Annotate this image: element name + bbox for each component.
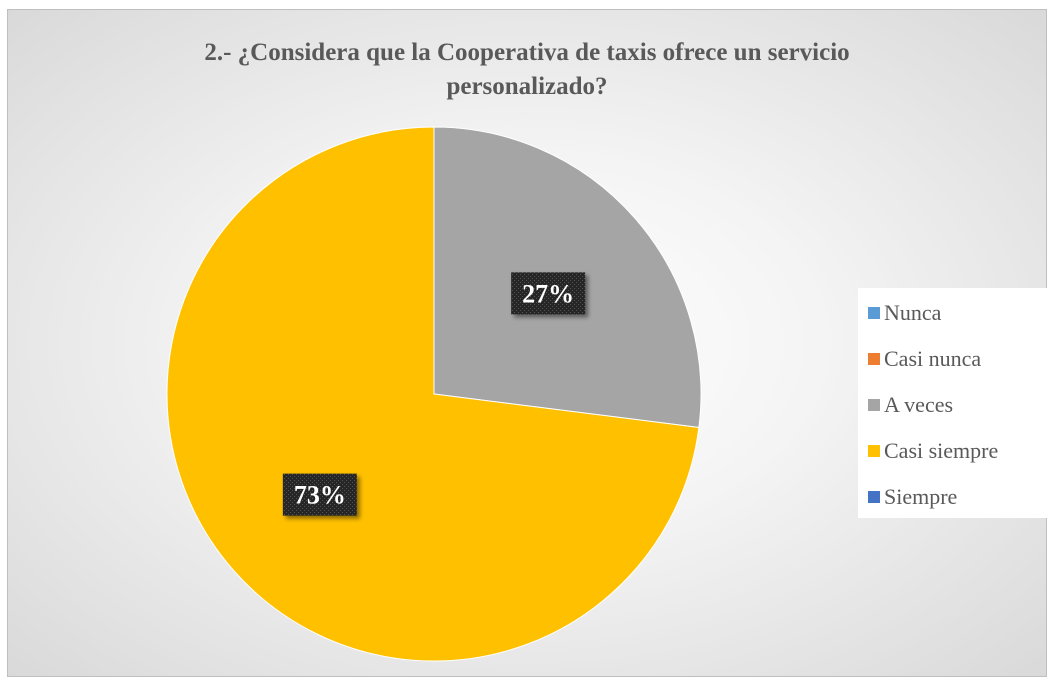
chart-title-line-2: personalizado? — [446, 73, 608, 100]
legend-swatch-siempre — [868, 491, 880, 503]
legend-label-siempre: Siempre — [884, 484, 958, 509]
pie-chart: 27% 73% — [166, 126, 702, 662]
legend: Nunca Casi nunca A veces Casi siempre Si… — [858, 288, 1048, 518]
data-label-text-casi-siempre: 73% — [294, 481, 346, 510]
legend-item-siempre: Siempre — [868, 482, 957, 512]
legend-label-nunca: Nunca — [884, 300, 942, 325]
legend-swatch-a-veces — [868, 399, 880, 411]
data-label-casi-siempre: 73% — [282, 473, 357, 516]
legend-label-a-veces: A veces — [884, 392, 954, 417]
legend-item-nunca: Nunca — [868, 298, 941, 328]
legend-swatch-casi-siempre — [868, 445, 880, 457]
data-label-text-a-veces: 27% — [522, 279, 574, 308]
legend-item-a-veces: A veces — [868, 390, 953, 420]
legend-label-casi-siempre: Casi siempre — [884, 438, 999, 463]
chart-title-line-1: 2.- ¿Considera que la Cooperativa de tax… — [204, 39, 850, 66]
chart-title: 2.- ¿Considera que la Cooperativa de tax… — [8, 36, 1046, 104]
chart-area: 2.- ¿Considera que la Cooperativa de tax… — [7, 9, 1048, 677]
legend-item-casi-nunca: Casi nunca — [868, 344, 981, 374]
legend-swatch-nunca — [868, 307, 880, 319]
pie-slice-casi-siempre — [166, 126, 700, 662]
legend-swatch-casi-nunca — [868, 353, 880, 365]
legend-item-casi-siempre: Casi siempre — [868, 436, 998, 466]
legend-label-casi-nunca: Casi nunca — [884, 346, 982, 371]
data-label-a-veces: 27% — [511, 272, 586, 315]
